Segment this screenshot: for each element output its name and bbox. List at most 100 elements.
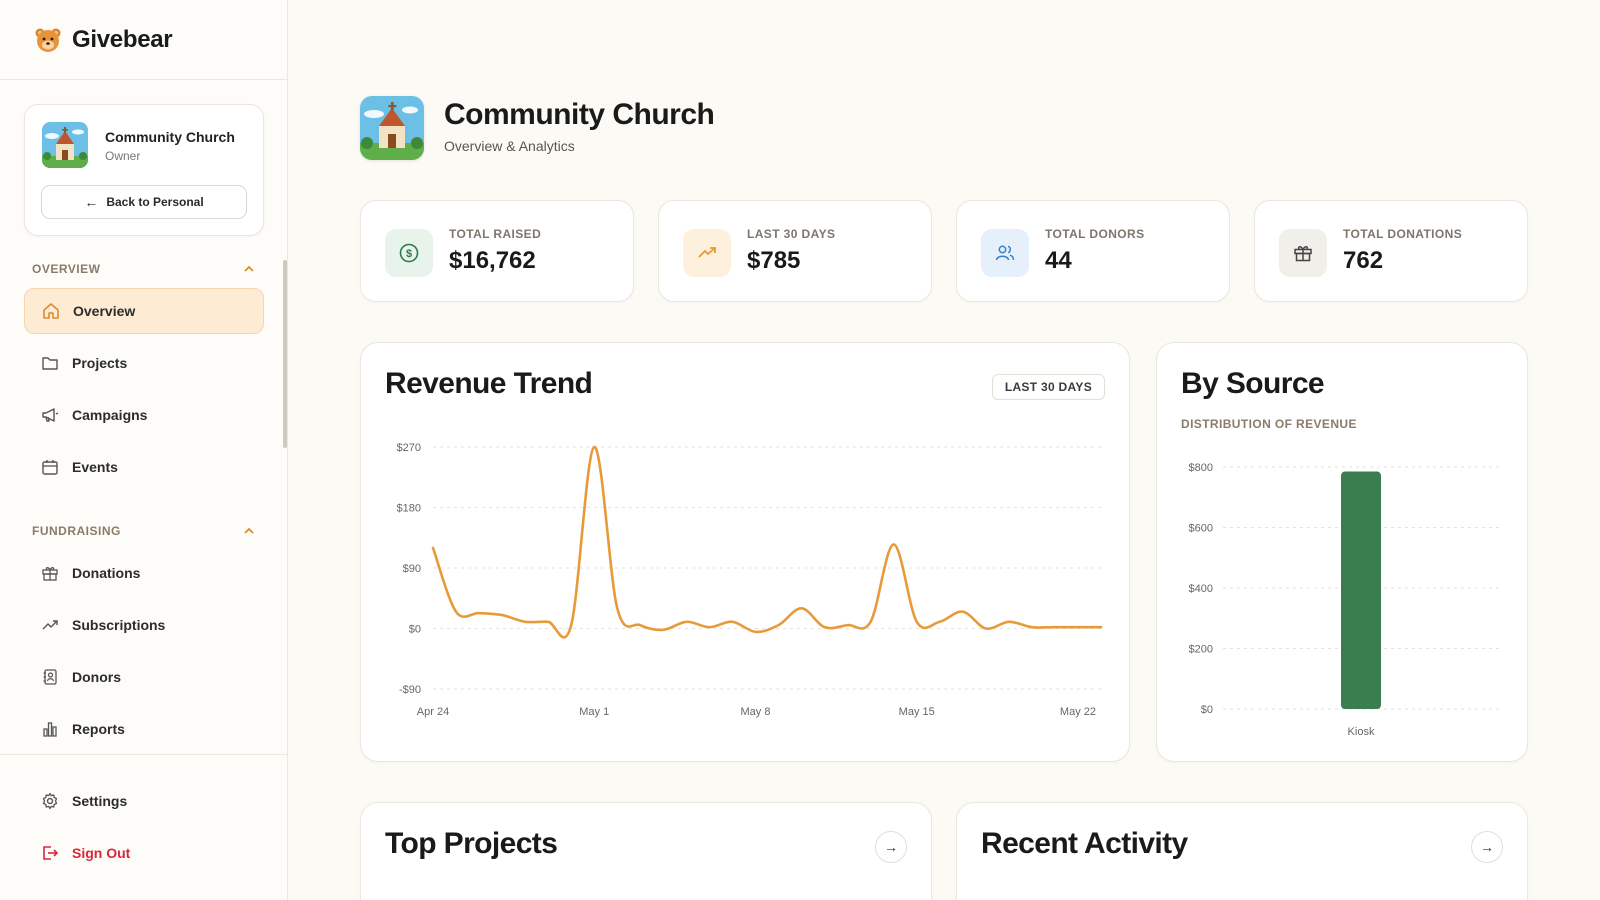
x-tick-label: May 22 bbox=[1060, 706, 1096, 718]
stat-icon-wrap bbox=[1279, 229, 1327, 277]
revenue-trend-title: Revenue Trend bbox=[385, 367, 593, 400]
sign-out-label: Sign Out bbox=[72, 845, 131, 861]
sidebar-item-events[interactable]: Events bbox=[24, 444, 264, 490]
org-role: Owner bbox=[105, 149, 141, 163]
gear-icon bbox=[42, 792, 58, 810]
folder-icon bbox=[42, 357, 58, 370]
source-bar-chart: $0 $200 $400 $600 $800 Kiosk bbox=[1189, 462, 1499, 738]
revenue-series-line bbox=[431, 445, 1103, 639]
stat-card-last-30-days: LAST 30 DAYS $785 bbox=[658, 200, 932, 302]
page-title: Community Church bbox=[444, 98, 715, 131]
brand[interactable]: Givebear bbox=[0, 0, 287, 80]
brand-name: Givebear bbox=[72, 25, 173, 53]
chevron-up-icon bbox=[244, 527, 254, 534]
arrow-right-icon: → bbox=[1480, 839, 1494, 855]
section-header-overview[interactable]: OVERVIEW bbox=[32, 262, 254, 276]
back-to-personal-button[interactable]: ← Back to Personal bbox=[41, 185, 247, 219]
recent-activity-arrow-button[interactable]: → bbox=[1471, 831, 1503, 863]
sidebar-item-label: Donors bbox=[72, 669, 121, 685]
sidebar-scrollbar[interactable] bbox=[283, 260, 287, 448]
svg-text:$: $ bbox=[406, 248, 412, 260]
y-tick-label: $180 bbox=[397, 503, 421, 515]
top-projects-arrow-button[interactable]: → bbox=[875, 831, 907, 863]
x-tick-label: Kiosk bbox=[1348, 726, 1375, 738]
trend-icon bbox=[42, 620, 58, 630]
stat-value: 44 bbox=[1045, 247, 1072, 274]
sidebar-item-subscriptions[interactable]: Subscriptions bbox=[24, 602, 264, 648]
sidebar-item-overview[interactable]: Overview bbox=[24, 288, 264, 334]
arrow-right-icon: → bbox=[884, 839, 898, 855]
gift-icon bbox=[42, 567, 58, 581]
x-tick-label: May 15 bbox=[899, 706, 935, 718]
sidebar-item-label: Donations bbox=[72, 565, 141, 581]
sidebar-item-label: Subscriptions bbox=[72, 617, 166, 633]
top-projects-title: Top Projects bbox=[385, 827, 558, 860]
stat-label: TOTAL RAISED bbox=[449, 227, 542, 241]
sidebar-item-settings[interactable]: Settings bbox=[24, 778, 264, 824]
bar-chart-icon bbox=[43, 722, 57, 737]
y-tick-label: $400 bbox=[1189, 583, 1213, 595]
sidebar-item-donors[interactable]: Donors bbox=[24, 654, 264, 700]
sidebar-divider bbox=[0, 754, 288, 755]
y-tick-label: $0 bbox=[409, 624, 421, 636]
dollar-icon: $ bbox=[399, 243, 419, 263]
stat-card-total-raised: $ TOTAL RAISED $16,762 bbox=[360, 200, 634, 302]
stat-value: $16,762 bbox=[449, 247, 536, 274]
home-icon bbox=[43, 303, 59, 319]
sidebar: Givebear Community Church Owner ← Back t… bbox=[0, 0, 288, 900]
section-header-fundraising[interactable]: FUNDRAISING bbox=[32, 524, 254, 538]
y-tick-label: $0 bbox=[1201, 704, 1213, 716]
recent-activity-panel: Recent Activity → bbox=[956, 802, 1528, 900]
period-badge[interactable]: LAST 30 DAYS bbox=[991, 374, 1105, 400]
recent-activity-title: Recent Activity bbox=[981, 827, 1188, 860]
y-tick-label: $200 bbox=[1189, 644, 1213, 656]
chevron-up-icon bbox=[244, 265, 254, 272]
sidebar-item-label: Events bbox=[72, 459, 118, 475]
x-tick-label: Apr 24 bbox=[417, 706, 449, 718]
sidebar-item-reports[interactable]: Reports bbox=[24, 706, 264, 752]
users-icon bbox=[995, 245, 1015, 261]
by-source-subtitle: DISTRIBUTION OF REVENUE bbox=[1181, 417, 1357, 431]
sidebar-item-campaigns[interactable]: Campaigns bbox=[24, 392, 264, 438]
sign-out-icon bbox=[43, 846, 59, 860]
sign-out-button[interactable]: Sign Out bbox=[24, 830, 264, 876]
org-card: Community Church Owner ← Back to Persona… bbox=[24, 104, 264, 236]
back-to-personal-label: Back to Personal bbox=[106, 195, 204, 209]
revenue-trend-panel: Revenue Trend LAST 30 DAYS $270 $180 $90 $0… bbox=[360, 342, 1130, 762]
section-title: OVERVIEW bbox=[32, 262, 101, 276]
stat-icon-wrap bbox=[981, 229, 1029, 277]
x-tick-label: May 1 bbox=[579, 706, 609, 718]
y-tick-label: $600 bbox=[1189, 523, 1213, 535]
y-tick-label: $800 bbox=[1189, 462, 1213, 474]
sidebar-item-donations[interactable]: Donations bbox=[24, 550, 264, 596]
sidebar-item-label: Campaigns bbox=[72, 407, 148, 423]
stat-value: 762 bbox=[1343, 247, 1384, 274]
arrow-left-icon: ← bbox=[84, 194, 99, 210]
by-source-panel: By Source DISTRIBUTION OF REVENUE $0 $200… bbox=[1156, 342, 1528, 762]
stat-icon-wrap bbox=[683, 229, 731, 277]
church-thumbnail bbox=[42, 122, 88, 168]
sidebar-item-projects[interactable]: Projects bbox=[24, 340, 264, 386]
stat-label: LAST 30 DAYS bbox=[747, 227, 836, 241]
stat-card-total-donations: TOTAL DONATIONS 762 bbox=[1254, 200, 1528, 302]
x-tick-label: May 8 bbox=[740, 706, 770, 718]
by-source-title: By Source bbox=[1181, 367, 1325, 400]
y-tick-label: -$90 bbox=[399, 684, 421, 696]
stat-icon-wrap: $ bbox=[385, 229, 433, 277]
stat-label: TOTAL DONATIONS bbox=[1343, 227, 1463, 241]
gift-icon bbox=[1294, 246, 1312, 262]
stat-card-total-donors: TOTAL DONORS 44 bbox=[956, 200, 1230, 302]
calendar-icon bbox=[42, 460, 58, 475]
y-tick-label: $270 bbox=[397, 442, 421, 454]
stat-label: TOTAL DONORS bbox=[1045, 227, 1145, 241]
bar-kiosk bbox=[1341, 471, 1381, 709]
trend-up-icon bbox=[698, 247, 716, 258]
sidebar-item-label: Reports bbox=[72, 721, 125, 737]
sidebar-item-label: Projects bbox=[72, 355, 128, 371]
y-tick-label: $90 bbox=[403, 563, 421, 575]
org-name: Community Church bbox=[105, 129, 235, 145]
revenue-line-chart: $270 $180 $90 $0 -$90 Apr 24 May 1 May 8 May 15 M… bbox=[397, 442, 1103, 718]
stat-value: $785 bbox=[747, 247, 801, 274]
section-title: FUNDRAISING bbox=[32, 524, 121, 538]
top-projects-panel: Top Projects → bbox=[360, 802, 932, 900]
